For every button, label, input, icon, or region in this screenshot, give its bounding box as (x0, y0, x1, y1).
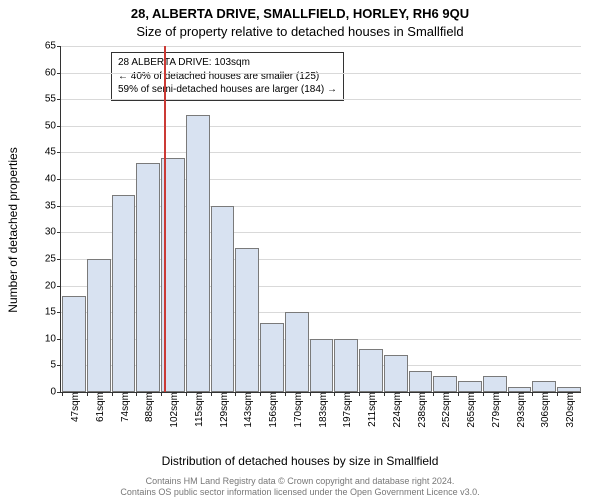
x-tick-label: 265sqm (461, 392, 477, 428)
x-tick (235, 392, 236, 396)
x-tick-label: 224sqm (387, 392, 403, 428)
gridline (61, 46, 581, 47)
annotation-line3: 59% of semi-detached houses are larger (… (118, 83, 337, 97)
x-tick-label: 211sqm (362, 392, 378, 427)
x-tick (334, 392, 335, 396)
x-tick (260, 392, 261, 396)
y-tick-label: 40 (45, 174, 61, 185)
x-tick-label: 252sqm (436, 392, 452, 428)
chart-title-line1: 28, ALBERTA DRIVE, SMALLFIELD, HORLEY, R… (0, 6, 600, 21)
gridline (61, 152, 581, 153)
plot-area: 28 ALBERTA DRIVE: 103sqm ← 40% of detach… (60, 46, 581, 393)
x-tick-label: 238sqm (412, 392, 428, 428)
x-tick-label: 197sqm (337, 392, 353, 428)
y-tick-label: 5 (50, 360, 61, 371)
x-tick-label: 129sqm (214, 392, 230, 428)
x-tick (483, 392, 484, 396)
y-tick-label: 10 (45, 333, 61, 344)
histogram-bar (112, 195, 136, 392)
x-tick (557, 392, 558, 396)
annotation-box: 28 ALBERTA DRIVE: 103sqm ← 40% of detach… (111, 52, 344, 101)
histogram-bar (384, 355, 408, 392)
y-tick-label: 65 (45, 41, 61, 52)
x-tick-label: 156sqm (263, 392, 279, 428)
x-tick-label: 183sqm (313, 392, 329, 428)
x-tick-label: 102sqm (164, 392, 180, 428)
x-tick (409, 392, 410, 396)
footer-attribution: Contains HM Land Registry data © Crown c… (0, 476, 600, 498)
x-tick (310, 392, 311, 396)
histogram-bar (483, 376, 507, 392)
x-tick (186, 392, 187, 396)
annotation-line2: ← 40% of detached houses are smaller (12… (118, 70, 337, 84)
histogram-bar (433, 376, 457, 392)
x-tick-label: 293sqm (511, 392, 527, 428)
chart-title-line2: Size of property relative to detached ho… (0, 24, 600, 39)
x-tick-label: 74sqm (115, 392, 131, 422)
x-tick-label: 143sqm (238, 392, 254, 428)
x-tick-label: 61sqm (90, 392, 106, 422)
histogram-bar (334, 339, 358, 392)
x-tick (112, 392, 113, 396)
x-tick (384, 392, 385, 396)
y-tick-label: 50 (45, 120, 61, 131)
x-tick (359, 392, 360, 396)
y-tick-label: 30 (45, 227, 61, 238)
reference-line (164, 46, 166, 392)
x-tick (433, 392, 434, 396)
y-tick-label: 0 (50, 387, 61, 398)
footer-line2: Contains OS public sector information li… (0, 487, 600, 498)
y-tick-label: 20 (45, 280, 61, 291)
x-tick (285, 392, 286, 396)
histogram-bar (62, 296, 86, 392)
x-tick (62, 392, 63, 396)
gridline (61, 73, 581, 74)
x-tick (136, 392, 137, 396)
y-tick-label: 45 (45, 147, 61, 158)
y-tick-label: 60 (45, 67, 61, 78)
x-tick-label: 47sqm (65, 392, 81, 422)
y-tick-label: 25 (45, 253, 61, 264)
x-tick (458, 392, 459, 396)
histogram-bar (235, 248, 259, 392)
chart-container: 28, ALBERTA DRIVE, SMALLFIELD, HORLEY, R… (0, 0, 600, 500)
x-tick-label: 320sqm (560, 392, 576, 428)
x-tick-label: 306sqm (535, 392, 551, 428)
histogram-bar (458, 381, 482, 392)
x-tick (508, 392, 509, 396)
y-tick-label: 15 (45, 307, 61, 318)
x-tick-label: 170sqm (288, 392, 304, 428)
x-tick-label: 88sqm (139, 392, 155, 422)
histogram-bar (285, 312, 309, 392)
histogram-bar (532, 381, 556, 392)
x-axis-label: Distribution of detached houses by size … (0, 454, 600, 468)
x-tick (211, 392, 212, 396)
histogram-bar (87, 259, 111, 392)
gridline (61, 126, 581, 127)
histogram-bar (260, 323, 284, 392)
y-tick-label: 55 (45, 94, 61, 105)
histogram-bar (186, 115, 210, 392)
footer-line1: Contains HM Land Registry data © Crown c… (0, 476, 600, 487)
annotation-line1: 28 ALBERTA DRIVE: 103sqm (118, 56, 337, 70)
gridline (61, 99, 581, 100)
histogram-bar (310, 339, 334, 392)
x-tick-label: 115sqm (189, 392, 205, 427)
x-tick-label: 279sqm (486, 392, 502, 428)
x-tick (87, 392, 88, 396)
x-tick (532, 392, 533, 396)
y-tick-label: 35 (45, 200, 61, 211)
histogram-bar (359, 349, 383, 392)
histogram-bar (136, 163, 160, 392)
x-tick (161, 392, 162, 396)
histogram-bar (211, 206, 235, 392)
histogram-bar (409, 371, 433, 392)
